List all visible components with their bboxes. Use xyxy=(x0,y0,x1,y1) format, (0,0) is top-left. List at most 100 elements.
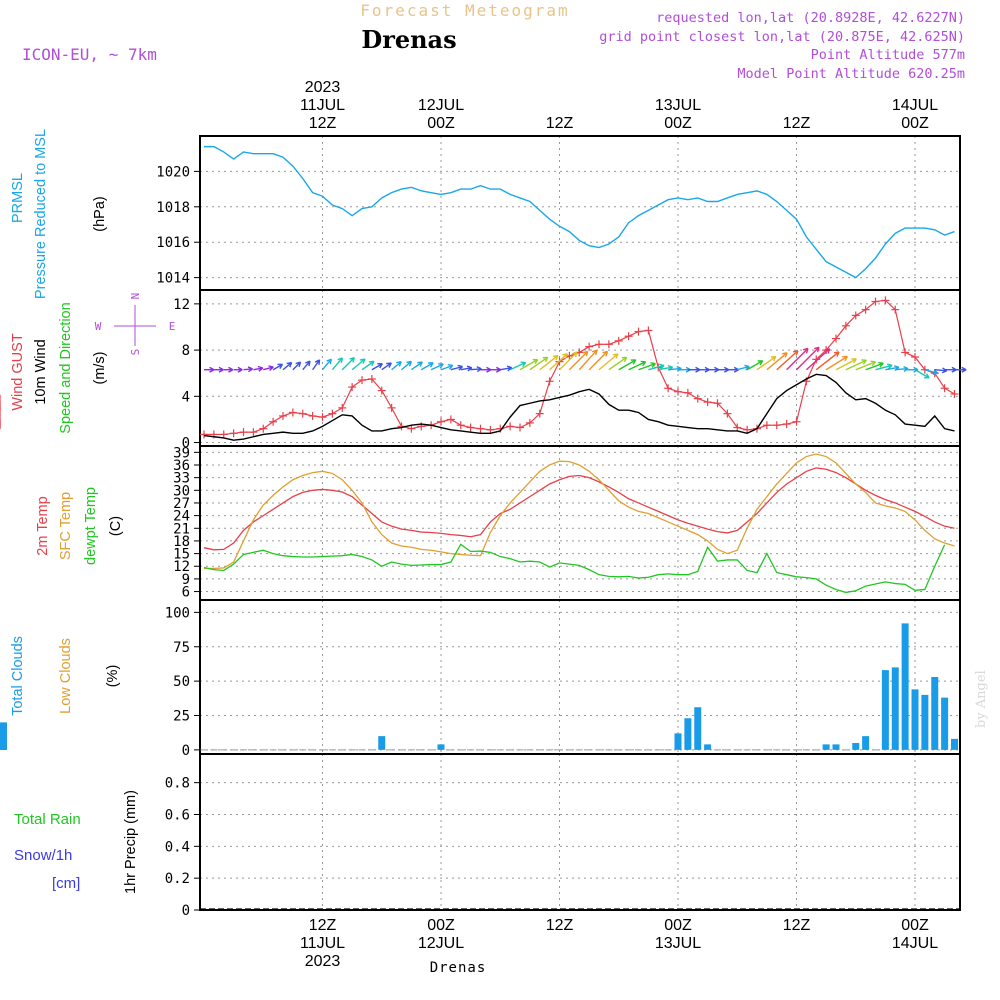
wind-arrow-head xyxy=(878,361,884,365)
panels-layer: 1014101610181020048126912151821242730333… xyxy=(0,79,967,970)
wind-arrow-head xyxy=(555,355,559,361)
panel-wind: 0 4 8 12 xyxy=(0,289,967,452)
info-point-altitude: Point Altitude 577m xyxy=(811,47,965,63)
wind-arrow-head xyxy=(467,367,473,372)
gust-marker xyxy=(595,340,603,349)
precip-ylabel: 1hr Precip (mm) xyxy=(123,790,139,894)
wind-arrow xyxy=(648,363,665,371)
gust-marker xyxy=(466,423,475,432)
wind-arrow-head xyxy=(893,365,900,369)
info-requested: requested lon,lat (20.8928E, 42.6227N) xyxy=(656,10,965,26)
wind-arrow-head xyxy=(447,364,453,367)
compass-n: N xyxy=(129,293,142,300)
wind-arrow-shaft xyxy=(500,367,512,371)
ytick-label: 4 xyxy=(182,389,190,405)
ytick-label: 21 xyxy=(173,521,190,537)
wind-arrow-shaft xyxy=(668,367,682,371)
panel-frame xyxy=(199,753,961,911)
wind-arrow xyxy=(509,361,527,371)
wind-arrow xyxy=(539,354,559,371)
wind-arrow xyxy=(213,366,224,373)
gust-marker xyxy=(693,394,702,403)
wind-arrow xyxy=(460,365,473,372)
wind-arrow xyxy=(272,363,284,371)
wind-arrow-head xyxy=(574,352,578,358)
ytick-label: 12 xyxy=(173,559,190,575)
wind-arrow xyxy=(351,358,366,371)
ytick-label: 6 xyxy=(182,585,190,601)
gust-marker xyxy=(644,326,653,335)
ytick-label: 27 xyxy=(173,496,190,512)
wind-arrow-shaft xyxy=(737,365,750,371)
ytick-label: 12 xyxy=(173,297,190,313)
wind-arrow-head xyxy=(448,365,454,370)
location-title: Drenas xyxy=(361,25,456,54)
gust-marker xyxy=(288,408,297,417)
gust-marker xyxy=(279,411,287,420)
wind-arrow-head xyxy=(308,361,311,367)
cloud-bar xyxy=(881,670,889,750)
ytick-label: 15 xyxy=(173,547,190,563)
top-time-label: 14JUL xyxy=(892,97,938,114)
gust-marker xyxy=(367,374,376,383)
wind-arrow-head xyxy=(406,360,412,364)
wind-arrow xyxy=(470,366,482,373)
top-time-label: 12JUL xyxy=(418,97,464,114)
wind-arrow-shaft xyxy=(815,351,840,371)
ytick-label: 0.8 xyxy=(165,776,190,792)
wind-arrow-head xyxy=(770,355,776,358)
gust-marker xyxy=(762,421,771,430)
wind-arrow-head xyxy=(816,347,820,353)
wind-arrow-shaft xyxy=(351,358,366,371)
ytick-label: 24 xyxy=(173,509,190,525)
wind-arrow xyxy=(381,362,392,371)
top-time-label: 00Z xyxy=(427,115,455,132)
wind-arrow xyxy=(391,361,402,371)
wind-arrow-head xyxy=(417,361,423,364)
compass-s: S xyxy=(129,349,142,356)
cloud-bar xyxy=(931,677,939,750)
gust-marker xyxy=(348,383,357,392)
wind-arrow xyxy=(914,369,930,379)
wind-arrow-shaft xyxy=(272,363,283,371)
wind-arrow-head xyxy=(349,356,355,360)
bottom-time-label: 11JUL xyxy=(300,935,345,952)
wind-arrow-head xyxy=(379,363,383,369)
wind-ylabel-wind: 10m Wind xyxy=(33,339,49,404)
wind-arrow-head xyxy=(228,369,234,373)
wind-arrow-head xyxy=(429,362,434,368)
gust-marker xyxy=(743,425,752,434)
gust-marker xyxy=(871,297,880,306)
wind-arrow-shaft xyxy=(559,351,578,371)
gust-marker xyxy=(624,332,633,341)
wind-arrow-head xyxy=(595,350,598,356)
cloud-bar xyxy=(941,697,949,750)
wind-arrow xyxy=(243,366,253,373)
gust-marker xyxy=(446,415,455,424)
cloud-bar xyxy=(694,707,702,750)
wind-arrow-head xyxy=(295,361,301,365)
wind-arrow-head xyxy=(286,361,292,365)
wind-arrow-head xyxy=(386,362,392,365)
gust-marker xyxy=(269,417,278,426)
wind-arrow-shaft xyxy=(825,355,848,371)
wind-arrow xyxy=(204,366,215,373)
gust-marker xyxy=(476,424,485,433)
wind-arrow-head xyxy=(269,366,274,372)
gust-marker xyxy=(891,305,900,314)
wind-arrow xyxy=(223,366,234,373)
clouds-unit-label: (%) xyxy=(105,665,121,688)
wind-arrow xyxy=(766,352,788,371)
gust-marker xyxy=(437,417,445,426)
wind-arrow-shaft xyxy=(331,357,343,371)
clouds-ylabel-low: Low Clouds xyxy=(58,638,74,714)
cloud-bar xyxy=(684,718,692,750)
gust-marker xyxy=(614,336,623,345)
wind-arrow-shaft xyxy=(549,353,568,371)
wind-arrow-head xyxy=(784,352,788,358)
panel-frame xyxy=(199,135,961,291)
wind-arrow-head xyxy=(676,365,682,370)
wind-arrow-shaft xyxy=(914,369,930,379)
wind-arrow-shaft xyxy=(440,364,453,371)
wind-arrow-head xyxy=(932,372,938,376)
